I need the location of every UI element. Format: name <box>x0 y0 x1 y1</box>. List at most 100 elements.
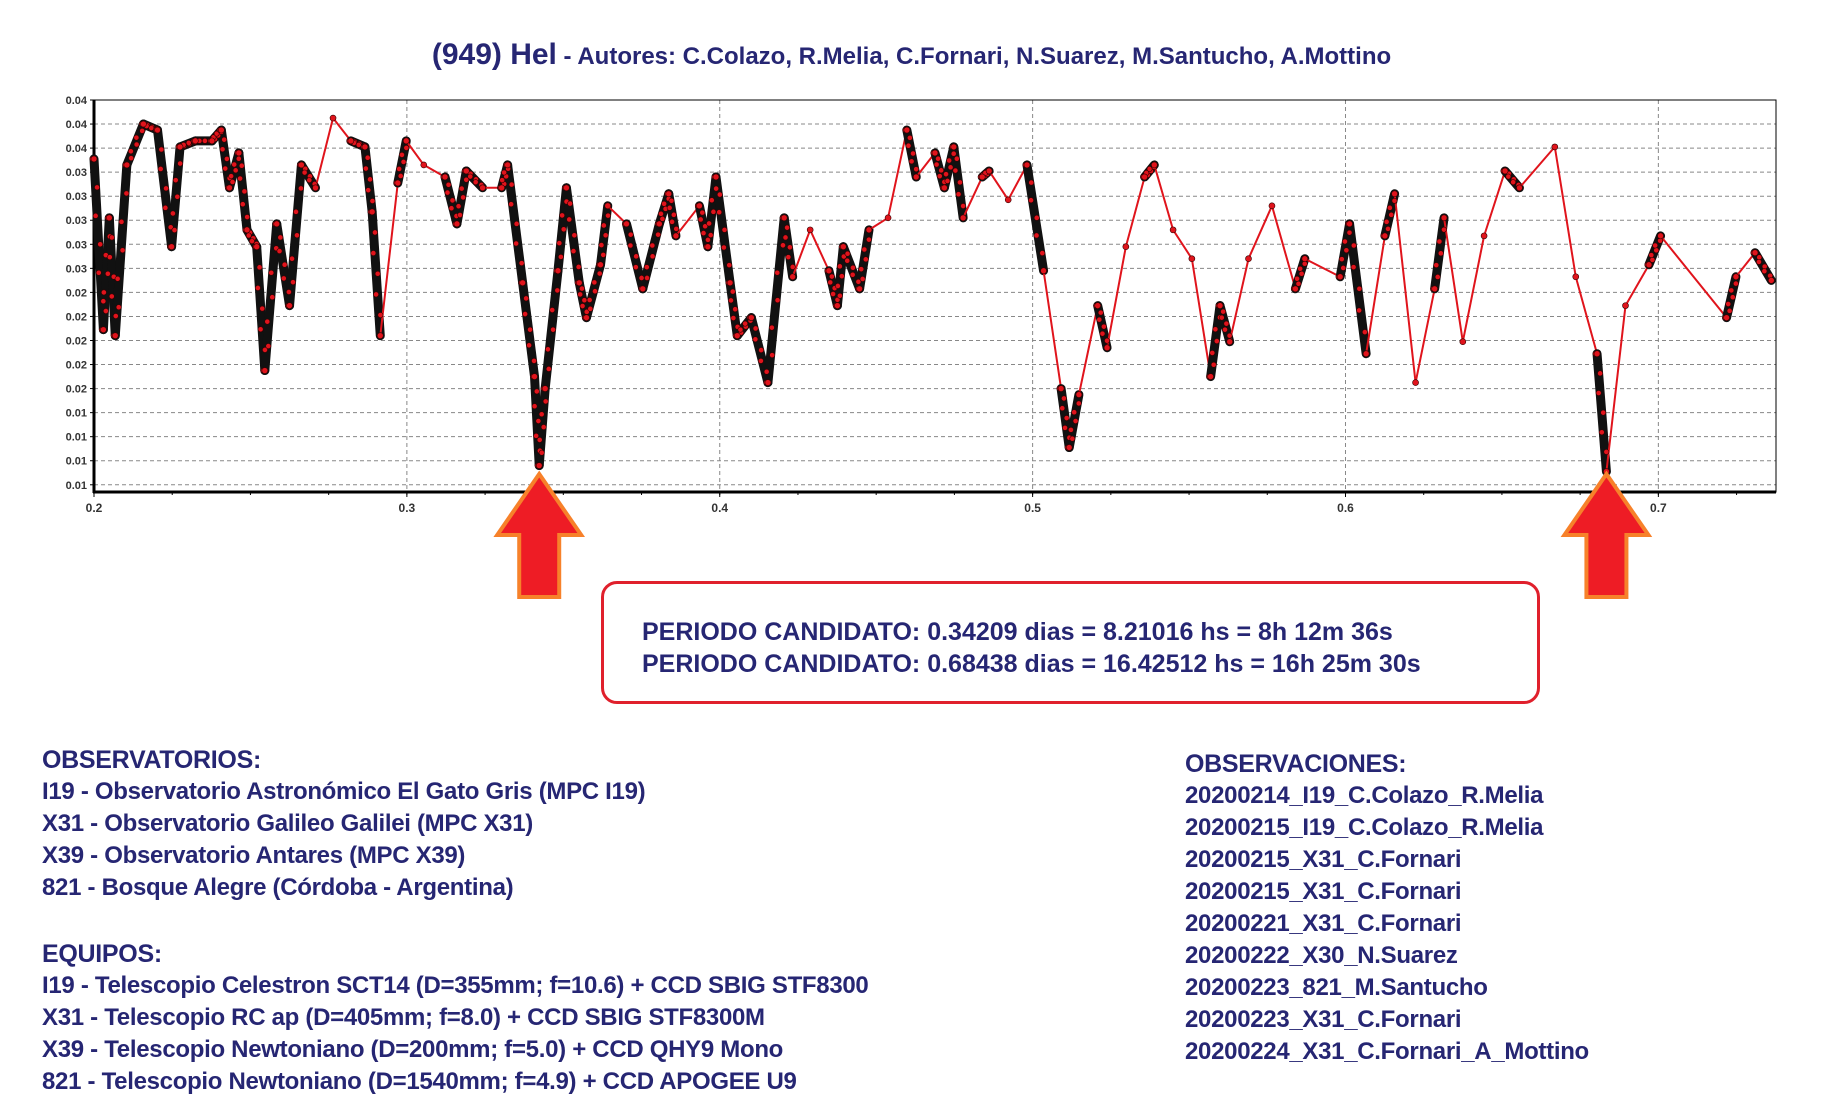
gap-segment <box>1077 304 1099 396</box>
data-point <box>1340 265 1347 271</box>
data-point <box>1346 229 1353 236</box>
data-point <box>1361 329 1368 335</box>
data-point <box>463 167 470 175</box>
gap-segment <box>1172 228 1193 260</box>
data-point <box>174 193 181 200</box>
data-point <box>933 161 940 168</box>
data-point <box>936 173 943 180</box>
data-point <box>369 198 376 204</box>
y-tick-label: 0.03 <box>66 191 87 203</box>
data-point <box>1381 232 1389 240</box>
data-point <box>713 185 720 192</box>
data-point <box>542 398 549 405</box>
data-point <box>1028 179 1035 186</box>
data-point <box>377 312 384 318</box>
data-point <box>294 232 300 239</box>
data-point <box>1099 330 1106 337</box>
y-tick-label: 0.02 <box>66 311 87 323</box>
y-tick-label: 0.04 <box>66 119 88 131</box>
data-point <box>455 203 462 210</box>
gap-segment <box>1414 287 1436 384</box>
data-point <box>586 297 593 303</box>
data-point <box>531 373 538 380</box>
data-point <box>549 307 556 313</box>
data-point <box>111 332 119 339</box>
x-tick-label: 0.3 <box>399 501 416 515</box>
observatorio-item: I19 - Observatorio Astronómico El Gato G… <box>42 778 646 805</box>
data-point <box>1338 256 1345 263</box>
data-point <box>457 212 463 218</box>
observatorio-item: X39 - Observatorio Antares (MPC X39) <box>42 842 466 869</box>
data-point <box>1436 238 1443 245</box>
title-object: (949) Hel <box>431 38 557 71</box>
data-point <box>639 285 647 293</box>
data-point <box>257 326 264 333</box>
data-point <box>666 204 673 211</box>
gap-segment <box>1153 163 1175 231</box>
data-point <box>908 158 915 165</box>
data-point <box>1033 214 1040 221</box>
data-point <box>950 143 958 151</box>
data-point <box>1385 225 1391 232</box>
data-point <box>1412 379 1419 386</box>
data-point <box>1072 418 1079 424</box>
data-point <box>370 250 377 257</box>
y-tick-label: 0.02 <box>66 360 87 372</box>
data-point <box>172 177 179 184</box>
data-point <box>226 184 233 192</box>
data-point <box>1729 294 1736 301</box>
equipo-item: X31 - Telescopio RC ap (D=405mm; f=8.0) … <box>42 1004 765 1031</box>
data-point <box>850 264 856 271</box>
data-point <box>1100 323 1107 330</box>
y-tick-label: 0.02 <box>66 335 87 347</box>
data-point <box>231 161 238 168</box>
gap-segment <box>1270 204 1297 290</box>
data-point <box>844 250 851 257</box>
data-point <box>154 126 161 134</box>
gap-segment <box>1247 204 1273 260</box>
data-point <box>1726 307 1733 314</box>
data-point <box>706 220 712 227</box>
data-point <box>104 270 111 277</box>
data-point <box>241 188 248 195</box>
data-point <box>403 144 410 151</box>
data-point <box>910 150 916 157</box>
data-point <box>1652 242 1659 249</box>
data-point <box>202 137 208 144</box>
data-point <box>158 146 165 153</box>
data-point <box>1065 444 1073 451</box>
data-point <box>632 264 639 271</box>
data-point <box>527 326 533 333</box>
data-point <box>232 167 239 174</box>
data-point <box>102 308 109 314</box>
observatorio-item: X31 - Observatorio Galileo Galilei (MPC … <box>42 810 533 837</box>
data-point <box>672 232 680 240</box>
data-point <box>239 201 246 208</box>
data-point <box>1437 250 1444 257</box>
data-point <box>531 358 537 364</box>
data-point <box>591 279 598 286</box>
x-tick-label: 0.2 <box>86 501 103 515</box>
data-point <box>1433 262 1440 269</box>
data-point <box>830 291 836 297</box>
data-point <box>170 210 176 217</box>
data-point <box>540 424 547 430</box>
data-point <box>1725 301 1732 307</box>
data-point <box>519 279 526 287</box>
data-point <box>1505 173 1512 180</box>
data-point <box>959 214 967 222</box>
data-point <box>978 173 986 181</box>
data-point <box>774 297 781 304</box>
data-point <box>1294 275 1300 282</box>
data-point <box>361 143 369 151</box>
gap-segment <box>1190 257 1212 378</box>
data-point <box>268 269 275 276</box>
title-authors: - Autores: C.Colazo, R.Melia, C.Fornari,… <box>556 43 1392 70</box>
data-point <box>707 232 714 238</box>
data-point <box>623 220 630 228</box>
data-point <box>1356 285 1363 292</box>
data-point <box>1301 255 1309 263</box>
data-point <box>600 222 607 229</box>
data-point <box>728 297 734 304</box>
period-box: PERIODO CANDIDATO: 0.34209 dias = 8.2101… <box>601 581 1540 704</box>
